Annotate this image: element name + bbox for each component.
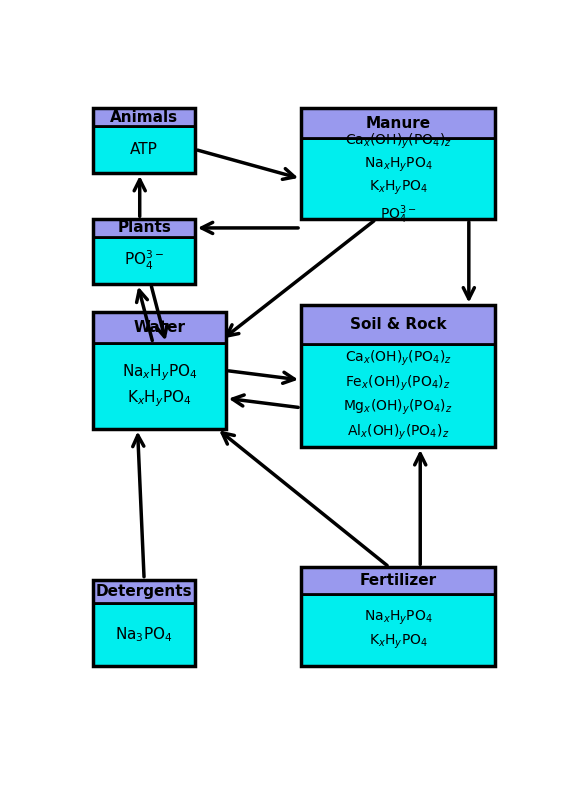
Text: Plants: Plants <box>117 221 171 235</box>
Bar <box>93 108 195 173</box>
Bar <box>301 594 495 666</box>
Text: PO$_4^{3-}$: PO$_4^{3-}$ <box>124 249 164 272</box>
Bar <box>93 343 226 429</box>
Bar <box>93 219 195 284</box>
Bar <box>301 108 495 219</box>
Bar <box>301 306 495 447</box>
Text: ATP: ATP <box>130 142 158 157</box>
Text: Water: Water <box>133 320 186 335</box>
Bar <box>301 138 495 219</box>
Text: Detergents: Detergents <box>96 584 193 598</box>
Bar <box>93 126 195 173</box>
Bar <box>93 312 226 343</box>
Text: Na$_x$H$_y$PO$_4$
K$_x$H$_y$PO$_4$: Na$_x$H$_y$PO$_4$ K$_x$H$_y$PO$_4$ <box>364 609 433 650</box>
Bar <box>301 306 495 344</box>
Text: Soil & Rock: Soil & Rock <box>350 317 446 332</box>
Text: Na$_x$H$_y$PO$_4$
K$_x$H$_y$PO$_4$: Na$_x$H$_y$PO$_4$ K$_x$H$_y$PO$_4$ <box>122 362 197 410</box>
Bar <box>301 108 495 138</box>
Bar <box>301 567 495 666</box>
Bar <box>93 219 195 237</box>
Bar <box>93 237 195 284</box>
Text: Animals: Animals <box>110 110 178 125</box>
Text: Fertilizer: Fertilizer <box>360 573 437 588</box>
Bar <box>93 603 195 666</box>
Bar <box>301 344 495 447</box>
Bar <box>93 579 195 603</box>
Text: Ca$_x$(OH)$_y$(PO$_4$)$_z$
Na$_x$H$_y$PO$_4$
K$_x$H$_y$PO$_4$
PO$_4^{3-}$: Ca$_x$(OH)$_y$(PO$_4$)$_z$ Na$_x$H$_y$PO… <box>344 131 452 226</box>
Bar <box>93 579 195 666</box>
Bar <box>93 311 226 429</box>
Bar <box>93 108 195 126</box>
Bar <box>301 567 495 594</box>
Text: Na$_3$PO$_4$: Na$_3$PO$_4$ <box>115 625 173 644</box>
Text: Manure: Manure <box>365 116 431 130</box>
Text: Ca$_x$(OH)$_y$(PO$_4$)$_z$
Fe$_x$(OH)$_y$(PO$_4$)$_z$
Mg$_x$(OH)$_y$(PO$_4$)$_z$: Ca$_x$(OH)$_y$(PO$_4$)$_z$ Fe$_x$(OH)$_y… <box>343 349 453 442</box>
